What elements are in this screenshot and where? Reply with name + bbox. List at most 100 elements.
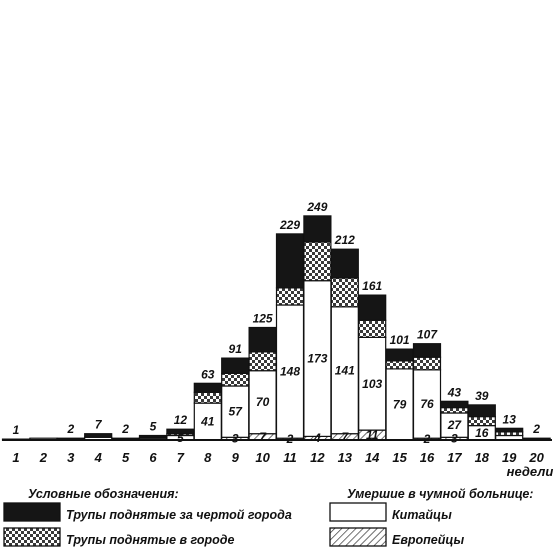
- x-tick-label: 20: [528, 450, 544, 465]
- x-tick-label: 14: [365, 450, 380, 465]
- x-tick-label: 1: [12, 450, 19, 465]
- x-tick-label: 17: [447, 450, 462, 465]
- data-label: 57: [229, 405, 244, 419]
- x-tick-label: 19: [502, 450, 517, 465]
- data-label: 148: [280, 365, 300, 379]
- data-label: 141: [335, 363, 355, 377]
- total-label: 13: [503, 412, 517, 426]
- x-tick-label: 5: [122, 450, 130, 465]
- bar-segment: [221, 357, 250, 375]
- legend-swatch: [329, 502, 387, 522]
- bar-segment: [412, 369, 442, 439]
- bar-segment: [412, 356, 442, 371]
- total-label: 101: [390, 333, 410, 347]
- bar-segment: [495, 427, 524, 433]
- x-tick-label: 18: [475, 450, 490, 465]
- x-tick-label: 9: [232, 450, 240, 465]
- total-label: 91: [229, 342, 243, 356]
- legend-swatch: [3, 502, 61, 522]
- bar-segment: [193, 382, 222, 393]
- bar-segment: [358, 319, 387, 338]
- bar-segment: [385, 348, 414, 362]
- data-label: 7: [259, 430, 267, 444]
- legend-title-left: Условные обозначения:: [28, 487, 179, 501]
- data-label: 79: [393, 397, 407, 411]
- bar-segment: [440, 407, 469, 414]
- x-tick-label: 10: [255, 450, 270, 465]
- bar-segment: [111, 437, 140, 440]
- total-label: 249: [306, 200, 327, 214]
- bar-segment: [467, 416, 496, 427]
- data-label: 3: [232, 432, 239, 446]
- total-label: 107: [417, 328, 438, 342]
- x-tick-label: 15: [392, 450, 407, 465]
- x-tick-label: 2: [39, 450, 48, 465]
- total-label: 1: [13, 423, 20, 437]
- bar-segment: [275, 287, 305, 306]
- bar-segment: [138, 434, 168, 438]
- legend-label: Трупы поднятые за чертой города: [66, 508, 292, 522]
- total-label: 2: [121, 422, 129, 436]
- bar-segment: [330, 248, 359, 279]
- legend-swatch: [329, 527, 387, 547]
- total-label: 212: [334, 233, 355, 247]
- total-label: 125: [253, 312, 273, 326]
- data-label: 5: [177, 431, 184, 445]
- bar-segment: [412, 343, 442, 358]
- bar-segment: [303, 215, 332, 243]
- legend-title-right: Умершие в чумной больнице:: [347, 487, 533, 501]
- data-label: 7: [341, 430, 349, 444]
- bar-segment: [221, 372, 250, 387]
- bar-segment: [275, 233, 305, 289]
- bar-segment: [467, 404, 496, 418]
- legend-label: Европейцы: [392, 533, 464, 547]
- total-label: 39: [475, 389, 489, 403]
- total-label: 229: [279, 218, 300, 232]
- data-label: 41: [200, 415, 215, 429]
- data-label: 16: [475, 426, 489, 440]
- x-tick-label: 7: [177, 450, 185, 465]
- x-tick-label: 11: [283, 450, 297, 465]
- total-label: 2: [532, 422, 540, 436]
- legend-label: Трупы поднятые в городе: [66, 533, 235, 547]
- bar-segment: [193, 391, 222, 404]
- x-tick-label: 16: [420, 450, 435, 465]
- bar-segment: [522, 437, 551, 440]
- legend-swatch: [3, 527, 61, 547]
- data-label: 103: [362, 377, 382, 391]
- data-label: 27: [447, 418, 463, 432]
- x-tick-label: 8: [204, 450, 212, 465]
- data-label: 4: [313, 431, 321, 445]
- data-label: 70: [256, 395, 270, 409]
- total-label: 2: [66, 422, 74, 436]
- total-label: 7: [95, 418, 103, 432]
- total-label: 161: [362, 279, 382, 293]
- bar-segment: [248, 351, 277, 372]
- x-tick-label: 3: [67, 450, 75, 465]
- x-tick-label: 12: [310, 450, 325, 465]
- total-label: 5: [150, 420, 157, 434]
- total-label: 43: [447, 385, 462, 399]
- total-label: 63: [201, 367, 215, 381]
- bar-segment: [440, 400, 469, 409]
- x-tick-label: 4: [94, 450, 103, 465]
- bar-segment: [330, 277, 359, 308]
- data-label: 11: [366, 428, 379, 442]
- bar-segment: [303, 241, 332, 282]
- total-label: 12: [174, 413, 188, 427]
- bar-segment: [358, 294, 387, 321]
- bar-segment: [248, 326, 277, 353]
- data-label: 76: [420, 397, 434, 411]
- bar-segment: [385, 368, 414, 441]
- bar-segment: [84, 433, 113, 438]
- bar-segment: [275, 304, 305, 439]
- x-tick-label: 6: [149, 450, 157, 465]
- bar-segment: [385, 360, 414, 370]
- x-axis-label: недели: [507, 464, 554, 479]
- bar-segment: [248, 370, 277, 435]
- data-label: 173: [307, 352, 327, 366]
- x-tick-label: 13: [338, 450, 353, 465]
- legend-label: Китайцы: [392, 508, 452, 522]
